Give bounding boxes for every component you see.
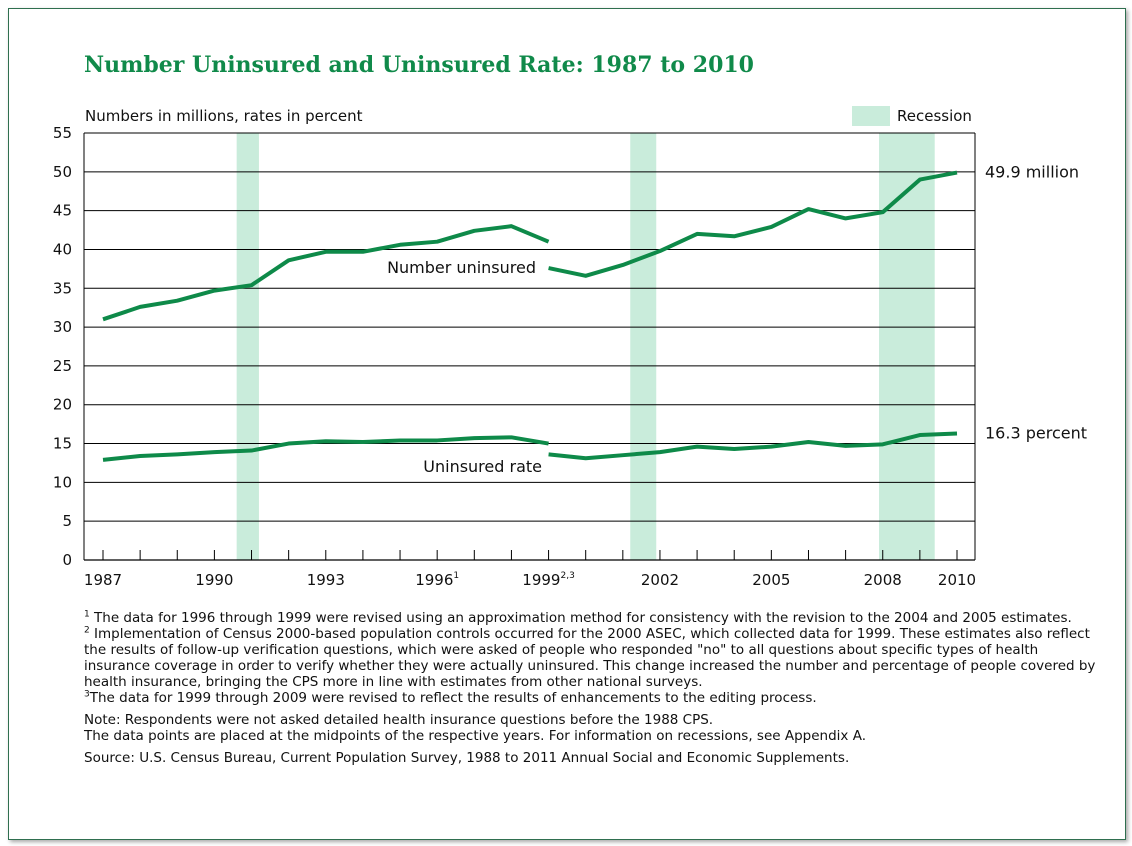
note-midpoints: The data points are placed at the midpoi… <box>84 728 866 744</box>
y-tick-label: 40 <box>53 240 72 258</box>
y-tick-label: 25 <box>53 357 72 375</box>
y-tick-label: 0 <box>62 551 72 569</box>
source-note: Source: U.S. Census Bureau, Current Popu… <box>84 750 850 766</box>
footnote-2: 2 Implementation of Census 2000-based po… <box>84 625 1096 690</box>
x-tick-label: 1987 <box>84 571 122 589</box>
y-tick-label: 5 <box>62 512 72 530</box>
number-uninsured-series-label: Number uninsured <box>387 258 536 277</box>
recession-band-1 <box>236 133 259 560</box>
figure-frame <box>8 8 1126 840</box>
y-axis-label: Numbers in millions, rates in percent <box>85 107 363 125</box>
y-tick-label: 35 <box>53 279 72 297</box>
y-tick-label: 15 <box>53 435 72 453</box>
footnotes: 1 The data for 1996 through 1999 were re… <box>84 610 1104 766</box>
recession-band-2 <box>630 133 657 560</box>
number-uninsured-line-segment-2 <box>548 170 958 278</box>
y-tick-label: 55 <box>53 124 72 142</box>
y-tick-label: 10 <box>53 473 72 491</box>
x-tick-label: 1990 <box>195 571 233 589</box>
line-chart: Numbers in millions, rates in percent Re… <box>53 106 1087 589</box>
chart-title: Number Uninsured and Uninsured Rate: 198… <box>84 52 754 78</box>
y-tick-label: 30 <box>53 318 72 336</box>
number-uninsured-line-segment-1 <box>102 224 550 322</box>
x-tick-label: 19992,3 <box>522 571 575 589</box>
x-tick-label: 2010 <box>938 571 976 589</box>
note-respondents: Note: Respondents were not asked detaile… <box>84 712 714 728</box>
footnote-3: 3The data for 1999 through 2009 were rev… <box>84 689 817 706</box>
legend-label: Recession <box>897 107 972 125</box>
recession-band-3 <box>879 133 935 560</box>
uninsured-rate-line-segment-1 <box>102 435 549 462</box>
uninsured-rate-series-label: Uninsured rate <box>423 457 542 476</box>
uninsured-rate-end-label: 16.3 percent <box>985 423 1087 442</box>
footnote-1: 1 The data for 1996 through 1999 were re… <box>84 609 1072 626</box>
x-tick-label: 1993 <box>307 571 345 589</box>
y-tick-label: 20 <box>53 396 72 414</box>
legend-swatch <box>852 106 890 126</box>
x-tick-label: 2005 <box>752 571 790 589</box>
y-tick-label: 45 <box>53 202 72 220</box>
number-uninsured-end-label: 49.9 million <box>985 163 1079 182</box>
x-tick-label: 2002 <box>641 571 679 589</box>
uninsured-rate-line-segment-2 <box>548 431 958 461</box>
x-tick-label: 2008 <box>864 571 902 589</box>
y-tick-label: 50 <box>53 163 72 181</box>
x-tick-label: 19961 <box>415 571 459 589</box>
